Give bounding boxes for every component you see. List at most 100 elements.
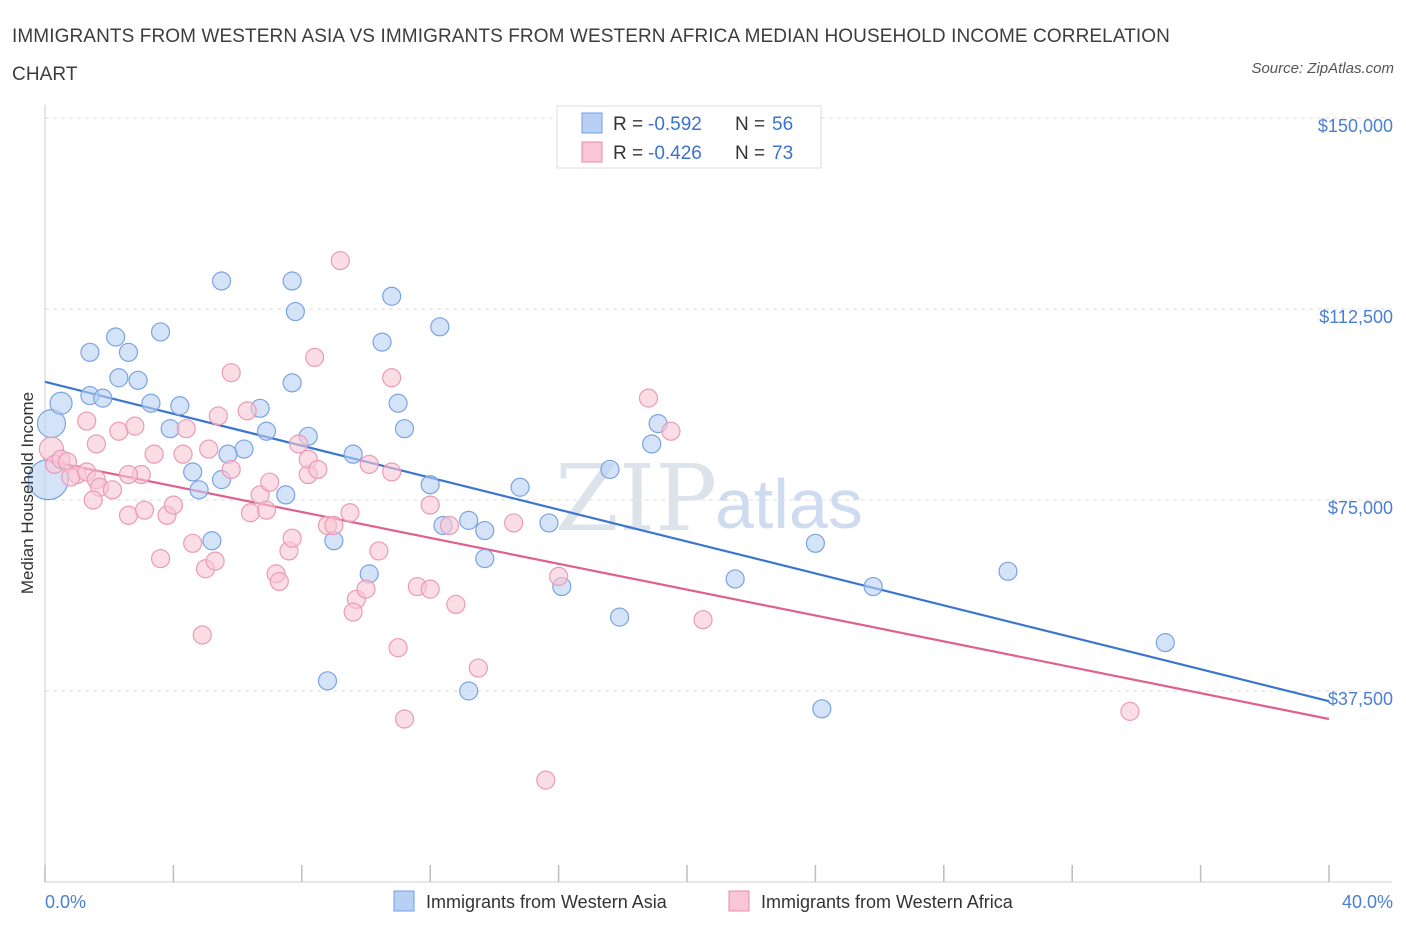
x-tick-labels: 0.0% 40.0% [45, 892, 1393, 912]
data-point [340, 503, 360, 523]
data-point [221, 363, 241, 383]
legend-n-label: N = [735, 114, 765, 135]
data-point [77, 411, 97, 431]
data-point [1120, 701, 1140, 721]
data-point [468, 658, 488, 678]
data-point [288, 434, 309, 454]
data-point [192, 625, 212, 645]
data-point [170, 396, 190, 416]
legend-r-label: R = [613, 143, 643, 164]
data-point [600, 459, 620, 480]
data-point [642, 434, 662, 454]
data-point [93, 388, 113, 408]
data-point [812, 699, 832, 719]
data-point [106, 327, 126, 347]
data-point [134, 500, 155, 520]
data-point [536, 770, 556, 790]
data-point [260, 472, 280, 492]
data-point [420, 475, 440, 495]
data-point [183, 533, 203, 553]
data-point [176, 419, 196, 439]
watermark-atlas: atlas [715, 465, 863, 543]
y-tick-label: $75,000 [1328, 498, 1393, 518]
data-point [609, 607, 630, 627]
data-point [189, 480, 209, 500]
data-point [394, 709, 415, 729]
data-point [693, 610, 713, 630]
legend-swatch-western-asia [581, 112, 603, 134]
data-point [638, 388, 659, 408]
data-point [475, 520, 495, 541]
data-point [109, 421, 129, 441]
data-point [240, 503, 261, 523]
series-western-africa [38, 251, 1140, 790]
data-point [150, 548, 171, 569]
data-point [256, 421, 277, 441]
data-point [144, 444, 164, 464]
data-point [205, 551, 225, 571]
data-point [173, 444, 193, 464]
legend-r-value-western-asia: -0.592 [648, 114, 702, 135]
data-point [430, 317, 450, 337]
data-point [61, 467, 81, 487]
y-tick-label: $37,500 [1328, 689, 1393, 709]
x-tick-label-min: 0.0% [45, 892, 86, 912]
legend-n-value-western-africa: 73 [772, 143, 793, 164]
data-point [805, 533, 826, 553]
data-point [102, 480, 123, 500]
data-point [221, 459, 241, 480]
data-point [382, 368, 402, 388]
legend-box: R = -0.592 N = 56 R = -0.426 N = 73 [556, 105, 822, 169]
data-point [83, 490, 103, 510]
data-point [661, 421, 681, 441]
data-point [208, 406, 228, 426]
data-point [324, 515, 344, 536]
data-point [356, 579, 376, 599]
data-point [317, 671, 338, 691]
legend-r-value-western-africa: -0.426 [648, 143, 702, 164]
data-point [141, 393, 161, 413]
series-western-asia [27, 271, 1175, 719]
data-point [388, 393, 408, 413]
bottom-legend-swatch-western-asia [393, 890, 415, 912]
data-point [256, 500, 277, 520]
data-point [420, 495, 440, 515]
data-point [504, 513, 524, 533]
data-point [475, 548, 495, 569]
data-point [459, 681, 479, 701]
watermark-zip: ZIP [555, 445, 717, 552]
source-label: Source: ZipAtlas.com [1251, 60, 1394, 77]
data-point [150, 322, 171, 342]
data-point [998, 561, 1018, 581]
data-point [446, 594, 466, 615]
data-point [160, 419, 180, 439]
data-point [282, 271, 302, 291]
data-point [1155, 633, 1175, 653]
data-point [282, 373, 302, 393]
data-point [305, 347, 325, 367]
data-point [330, 251, 350, 271]
y-tick-label: $112,500 [1319, 307, 1393, 327]
data-point [118, 464, 139, 485]
data-point [118, 342, 139, 362]
data-point [308, 459, 328, 480]
data-point [439, 515, 460, 536]
data-point [382, 286, 402, 306]
y-tick-labels: $37,500 $75,000 $112,500 $150,000 [1318, 116, 1393, 709]
data-point [125, 416, 145, 436]
bottom-legend-swatch-western-africa [728, 890, 750, 912]
axes [44, 105, 1392, 883]
bottom-legend-label-western-asia: Immigrants from Western Asia [426, 892, 668, 912]
data-point [539, 513, 559, 533]
chart-title: IMMIGRANTS FROM WESTERN ASIA VS IMMIGRAN… [12, 26, 1170, 85]
data-point [86, 434, 106, 454]
data-point [282, 528, 302, 548]
data-point [109, 368, 129, 388]
data-point [394, 419, 415, 439]
data-point [128, 370, 148, 390]
data-point [80, 342, 100, 362]
data-point [343, 444, 363, 464]
data-point [510, 477, 530, 497]
data-point [202, 531, 222, 551]
